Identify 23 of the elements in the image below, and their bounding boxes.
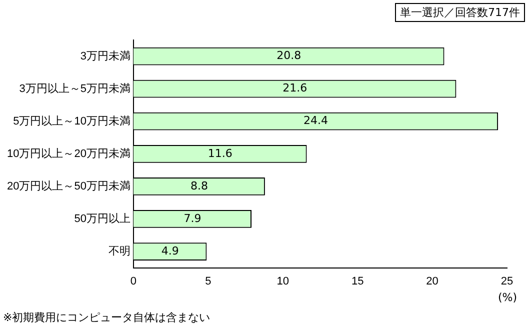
x-tick-label: 0: [130, 275, 137, 288]
x-tick-label: 15: [351, 275, 364, 288]
y-tick-label: 20万円以上～50万円未満: [6, 179, 130, 192]
y-tick-label: 5万円以上～10万円未満: [13, 114, 130, 128]
data-label: 24.4: [304, 114, 328, 128]
y-tick-label: 不明: [108, 246, 130, 258]
text: ※初期費用にコンピュータ自体は含まない: [3, 310, 210, 325]
x-tick-label: 5: [205, 275, 212, 288]
y-tick-label: 10万円以上～20万円未満: [6, 146, 130, 160]
data-label: 11.6: [208, 146, 232, 160]
data-label: 4.9: [161, 244, 179, 258]
x-tick-label: 10: [276, 275, 290, 288]
data-label: 21.6: [282, 82, 308, 95]
x-axis-title: (%): [498, 291, 517, 304]
y-tick-label: 50万円以上: [74, 212, 130, 226]
text: 単一選択／回答数717件: [395, 3, 525, 22]
x-tick-label: 25: [500, 275, 514, 288]
data-label: 20.8: [276, 49, 302, 62]
data-label: 8.8: [190, 179, 208, 192]
y-tick-label: 3万円未満: [80, 49, 130, 62]
x-tick-label: 20: [426, 275, 438, 288]
data-label: 7.9: [184, 212, 202, 225]
y-tick-label: 3万円以上～5万円未満: [19, 82, 130, 95]
